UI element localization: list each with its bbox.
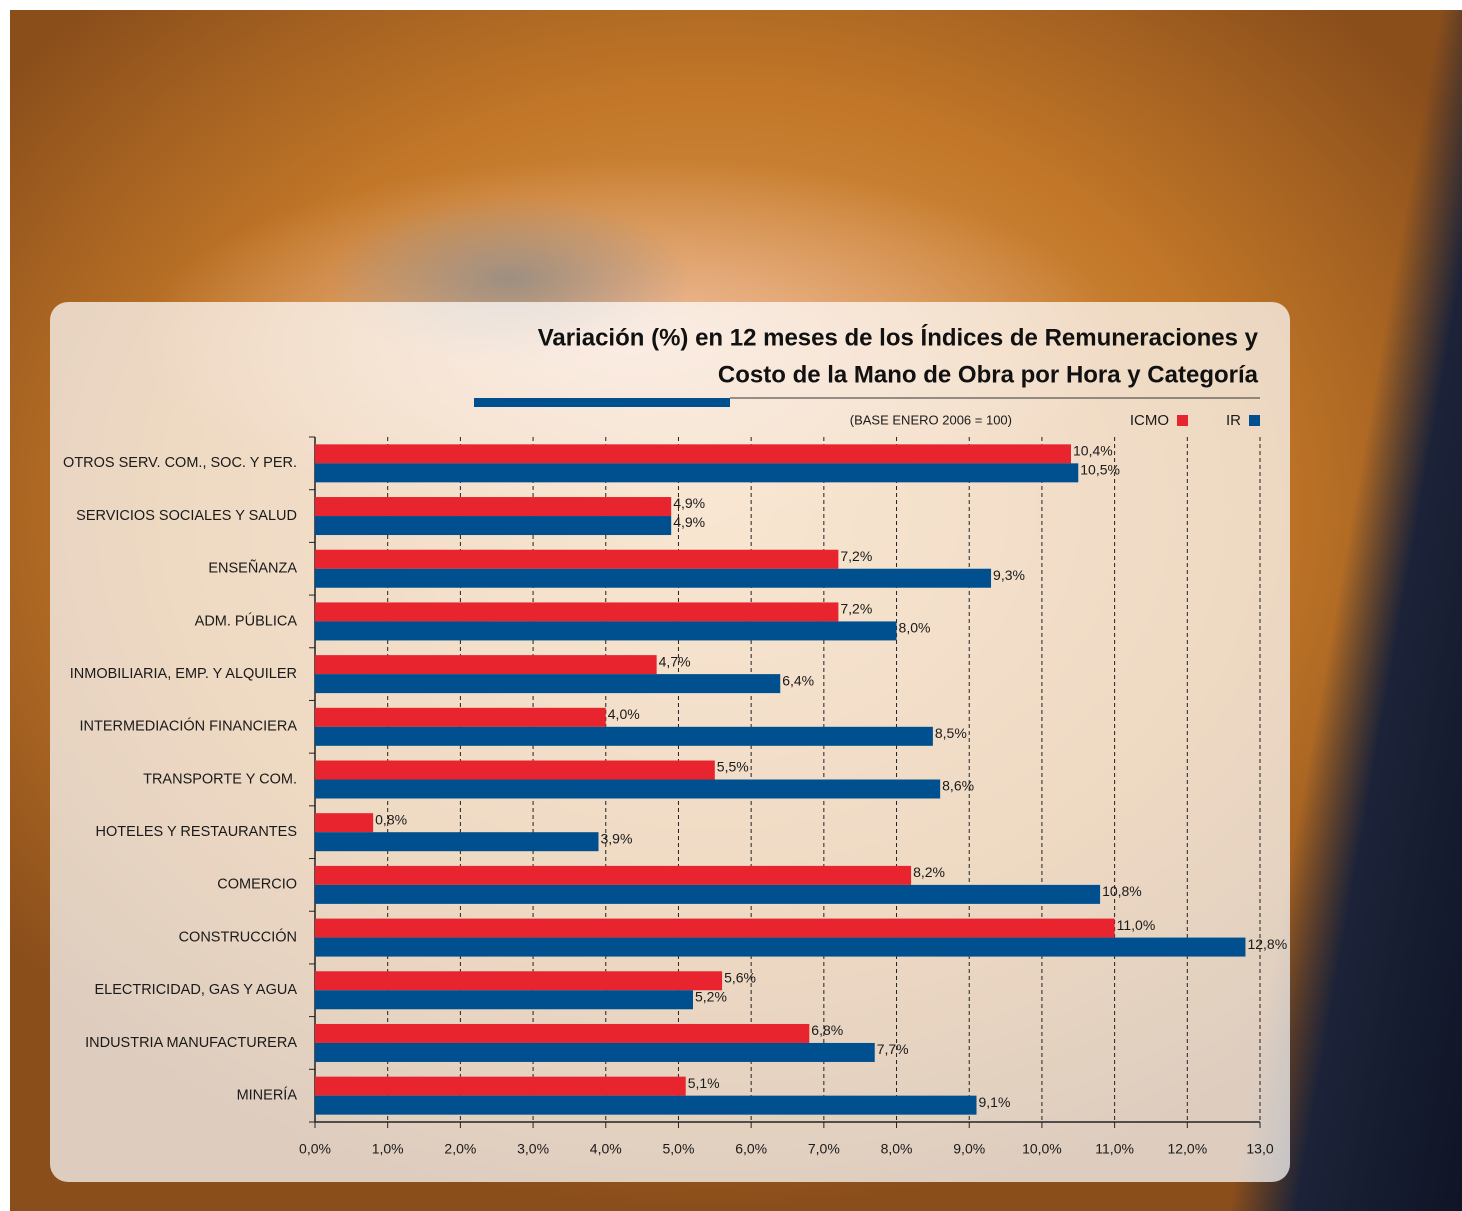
- value-label: 7,2%: [840, 601, 872, 617]
- bar: [315, 1076, 686, 1096]
- chart-title: Variación (%) en 12 meses de los Índices…: [538, 323, 1259, 351]
- value-label: 10,4%: [1073, 443, 1113, 459]
- y-tick-label: HOTELES Y RESTAURANTES: [96, 824, 297, 840]
- y-tick-label: INDUSTRIA MANUFACTURERA: [85, 1035, 297, 1051]
- bar: [315, 990, 693, 1010]
- value-label: 5,2%: [695, 988, 727, 1004]
- bar: [315, 568, 992, 588]
- x-tick-label: 2,0%: [444, 1141, 476, 1157]
- legend-label: IR: [1226, 412, 1241, 429]
- legend-swatch: [1249, 415, 1260, 426]
- chart-title: Costo de la Mano de Obra por Hora y Cate…: [718, 361, 1259, 388]
- bar: [315, 1042, 875, 1062]
- value-label: 0,8%: [375, 811, 407, 827]
- bar: [315, 602, 839, 622]
- x-tick-label: 1,0%: [372, 1141, 404, 1157]
- value-label: 4,9%: [673, 495, 705, 511]
- value-label: 6,4%: [782, 672, 814, 688]
- bar: [315, 549, 839, 569]
- x-tick-label: 13,0: [1246, 1141, 1273, 1157]
- y-tick-label: SERVICIOS SOCIALES Y SALUD: [76, 508, 297, 524]
- value-label: 7,7%: [877, 1041, 909, 1057]
- value-label: 4,0%: [608, 706, 640, 722]
- bar: [315, 760, 715, 780]
- bar: [315, 444, 1071, 464]
- value-label: 7,2%: [840, 548, 872, 564]
- x-tick-label: 0,0%: [299, 1141, 331, 1157]
- bar: [315, 884, 1101, 904]
- x-tick-label: 5,0%: [663, 1141, 695, 1157]
- bar: [315, 726, 933, 746]
- bar: [315, 779, 941, 799]
- x-tick-label: 12,0%: [1167, 1141, 1207, 1157]
- x-tick-label: 6,0%: [735, 1141, 767, 1157]
- value-label: 4,7%: [659, 653, 691, 669]
- bar: [315, 516, 672, 536]
- value-label: 8,5%: [935, 725, 967, 741]
- bar: [315, 971, 723, 991]
- y-tick-label: CONSTRUCCIÓN: [179, 928, 297, 945]
- bar: [315, 813, 374, 833]
- value-label: 10,8%: [1102, 883, 1142, 899]
- x-tick-label: 7,0%: [808, 1141, 840, 1157]
- value-label: 3,9%: [601, 830, 633, 846]
- y-tick-label: ELECTRICIDAD, GAS Y AGUA: [94, 982, 297, 998]
- value-label: 8,0%: [899, 620, 931, 636]
- bar: [315, 497, 672, 517]
- title-underline: [474, 398, 730, 407]
- y-tick-label: OTROS SERV. COM., SOC. Y PER.: [63, 455, 297, 471]
- x-tick-label: 3,0%: [517, 1141, 549, 1157]
- y-tick-label: INMOBILIARIA, EMP. Y ALQUILER: [70, 666, 297, 682]
- value-label: 9,3%: [993, 567, 1025, 583]
- x-tick-label: 4,0%: [590, 1141, 622, 1157]
- value-label: 5,1%: [688, 1075, 720, 1091]
- value-label: 6,8%: [811, 1022, 843, 1038]
- x-tick-label: 10,0%: [1022, 1141, 1062, 1157]
- bar: [315, 621, 897, 641]
- y-tick-label: TRANSPORTE Y COM.: [143, 771, 297, 787]
- bar: [315, 918, 1115, 938]
- bar: [315, 674, 781, 694]
- value-label: 10,5%: [1080, 462, 1120, 478]
- y-tick-label: INTERMEDIACIÓN FINANCIERA: [79, 718, 297, 735]
- value-label: 8,2%: [913, 864, 945, 880]
- y-tick-label: COMERCIO: [217, 877, 297, 893]
- subtitle: (BASE ENERO 2006 = 100): [850, 412, 1012, 427]
- bar: [315, 832, 599, 852]
- y-tick-label: ENSEÑANZA: [208, 560, 297, 577]
- value-label: 4,9%: [673, 514, 705, 530]
- value-label: 5,6%: [724, 969, 756, 985]
- x-tick-label: 8,0%: [881, 1141, 913, 1157]
- x-tick-label: 11,0%: [1095, 1141, 1134, 1157]
- y-tick-label: MINERÍA: [237, 1086, 298, 1103]
- y-tick-label: ADM. PÚBLICA: [195, 612, 298, 629]
- bar: [315, 1095, 977, 1115]
- value-label: 8,6%: [942, 778, 974, 794]
- legend-swatch: [1177, 415, 1188, 426]
- bar: [315, 1023, 810, 1043]
- bar: [315, 707, 606, 727]
- x-tick-label: 9,0%: [953, 1141, 985, 1157]
- bar: [315, 463, 1079, 483]
- value-label: 9,1%: [979, 1094, 1011, 1110]
- value-label: 12,8%: [1247, 936, 1287, 952]
- bar: [315, 937, 1246, 957]
- value-label: 5,5%: [717, 759, 749, 775]
- value-label: 11,0%: [1117, 917, 1156, 933]
- bar: [315, 865, 912, 885]
- bar: [315, 655, 657, 675]
- legend-label: ICMO: [1130, 412, 1169, 429]
